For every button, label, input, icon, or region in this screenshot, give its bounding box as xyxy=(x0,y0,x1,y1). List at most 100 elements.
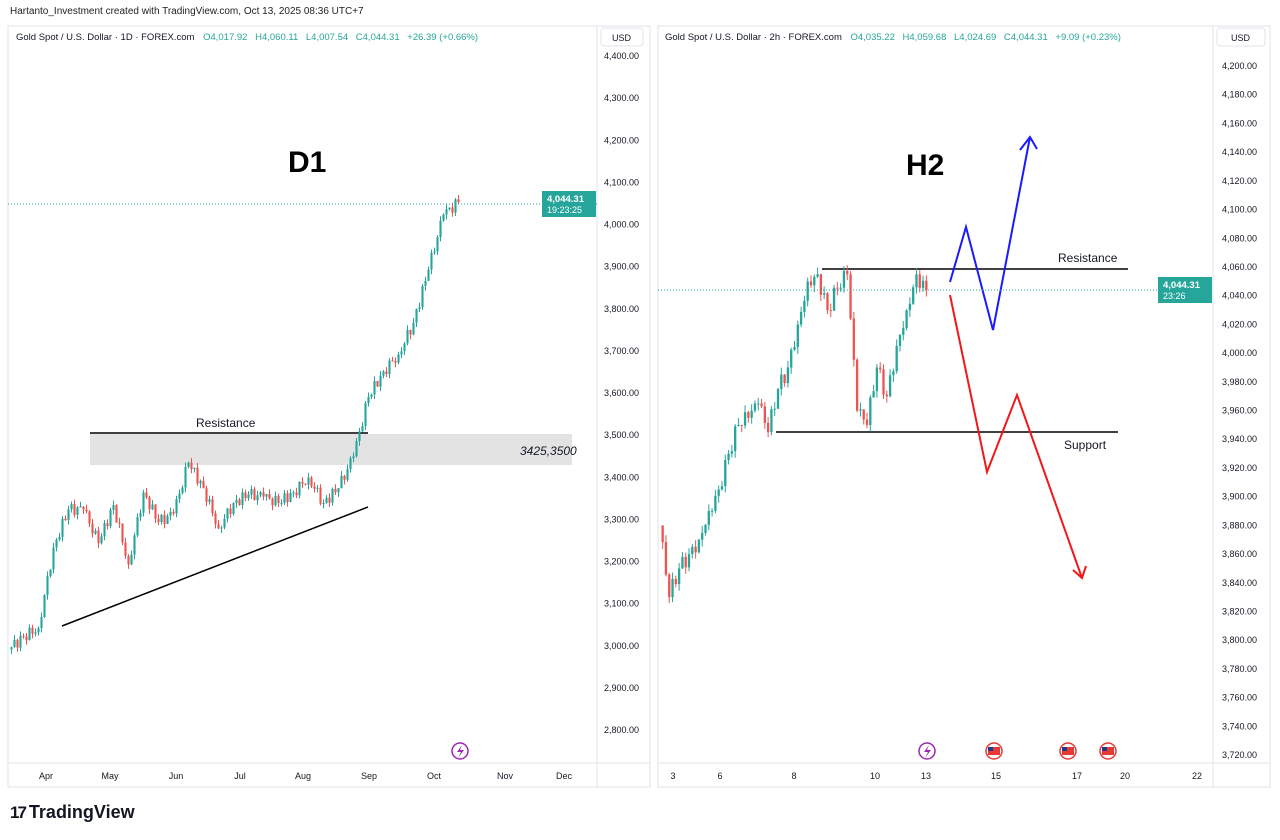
candle-body xyxy=(313,486,316,489)
candle-body xyxy=(247,494,250,499)
sr-zone-box[interactable] xyxy=(90,434,572,465)
candle-body xyxy=(681,556,684,569)
d1-currency-button[interactable] xyxy=(600,27,644,47)
d1-y-tick: 3,600.00 xyxy=(604,388,639,398)
bearish-path-arrow[interactable] xyxy=(949,294,1083,579)
candle-body xyxy=(872,391,875,398)
candle-body xyxy=(826,293,829,311)
h2-y-tick: 3,760.00 xyxy=(1222,693,1257,703)
candle-body xyxy=(376,381,379,387)
candle-body xyxy=(355,441,358,457)
d1-trendline[interactable] xyxy=(61,506,369,627)
candle-body xyxy=(172,511,175,514)
candle-body xyxy=(694,546,697,553)
candle-body xyxy=(343,475,346,480)
candle-body xyxy=(337,488,340,493)
us-event-flag-icon[interactable] xyxy=(1099,742,1117,760)
h2-currency-button[interactable] xyxy=(1216,27,1266,47)
bearish-arrowhead-icon xyxy=(1072,565,1087,580)
h2-y-tick: 4,140.00 xyxy=(1222,147,1257,157)
candle-body xyxy=(298,481,301,496)
d1-x-tick: Nov xyxy=(497,771,514,781)
candle-body xyxy=(902,327,905,335)
candle-body xyxy=(124,542,127,556)
candle-body xyxy=(671,578,674,598)
candle-body xyxy=(211,499,214,514)
candle-body xyxy=(912,287,915,304)
candle-body xyxy=(421,286,424,308)
candle-body xyxy=(223,518,226,528)
bullish-arrowhead-icon xyxy=(1019,135,1038,151)
candle-body xyxy=(220,527,223,529)
candle-body xyxy=(121,523,124,543)
candle-body xyxy=(809,281,813,286)
candle-body xyxy=(783,374,786,383)
us-event-flag-icon[interactable] xyxy=(1059,742,1077,760)
h2-y-tick: 3,900.00 xyxy=(1222,492,1257,502)
candle-body xyxy=(238,499,241,505)
candle-body xyxy=(770,409,773,433)
candle-body xyxy=(325,497,328,503)
h2-x-tick: 20 xyxy=(1120,771,1130,781)
candle-body xyxy=(852,318,855,360)
candle-body xyxy=(16,639,19,648)
candle-body xyxy=(684,556,687,568)
h2-x-tick: 22 xyxy=(1192,771,1202,781)
candle-body xyxy=(747,412,750,418)
h2-y-tick: 3,860.00 xyxy=(1222,549,1257,559)
d1-open: O4,017.92 xyxy=(203,32,247,43)
h2-y-tick: 4,160.00 xyxy=(1222,118,1257,128)
candle-body xyxy=(139,512,142,518)
candle-body xyxy=(235,499,238,503)
d1-x-tick: Sep xyxy=(361,771,377,781)
candle-body xyxy=(790,349,793,368)
candle-body xyxy=(406,330,409,344)
candle-body xyxy=(382,371,385,376)
candle-body xyxy=(750,410,753,418)
candle-body xyxy=(94,530,97,534)
bullish-path-arrow[interactable] xyxy=(949,136,1031,331)
candle-body xyxy=(226,508,229,519)
candle-body xyxy=(13,639,16,647)
us-event-flag-icon[interactable] xyxy=(985,742,1003,760)
candle-body xyxy=(46,576,49,595)
h2-y-tick: 4,060.00 xyxy=(1222,262,1257,272)
candle-body xyxy=(184,466,187,488)
candle-body xyxy=(91,523,94,534)
h2-dividend-lightning-icon[interactable] xyxy=(918,742,936,760)
candle-body xyxy=(862,409,865,420)
candle-body xyxy=(737,424,740,427)
candle-body xyxy=(277,495,280,503)
candle-body xyxy=(148,497,151,510)
tradingview-logo[interactable]: 17 TradingView xyxy=(10,802,135,823)
candle-body xyxy=(925,280,928,291)
d1-dividend-lightning-icon[interactable] xyxy=(451,742,469,760)
h2-x-tick: 8 xyxy=(791,771,796,781)
candle-body xyxy=(22,635,25,637)
candle-body xyxy=(724,459,727,487)
candle-body xyxy=(720,486,724,490)
h2-y-tick: 3,780.00 xyxy=(1222,664,1257,674)
d1-close: C4,044.31 xyxy=(356,32,400,43)
candle-body xyxy=(757,403,760,405)
d1-x-tick: May xyxy=(101,771,119,781)
candle-body xyxy=(190,462,193,470)
candle-body xyxy=(763,406,766,423)
h2-y-tick: 3,960.00 xyxy=(1222,406,1257,416)
candle-body xyxy=(743,412,747,426)
candle-body xyxy=(292,492,295,494)
candle-body xyxy=(40,617,43,629)
h2-symbol: Gold Spot / U.S. Dollar · 2h · FOREX.com xyxy=(665,32,842,43)
d1-legend: Gold Spot / U.S. Dollar · 1D · FOREX.com… xyxy=(16,32,478,43)
h2-resistance-label: Resistance xyxy=(1058,251,1118,265)
candle-body xyxy=(61,518,64,537)
candle-body xyxy=(157,518,160,523)
candle-body xyxy=(869,397,872,425)
candle-body xyxy=(813,276,816,286)
tradingview-logo-icon: 17 xyxy=(10,802,27,822)
candle-body xyxy=(58,536,61,540)
h2-x-tick: 13 xyxy=(921,771,931,781)
h2-x-tick: 17 xyxy=(1072,771,1082,781)
candle-body xyxy=(436,237,439,252)
